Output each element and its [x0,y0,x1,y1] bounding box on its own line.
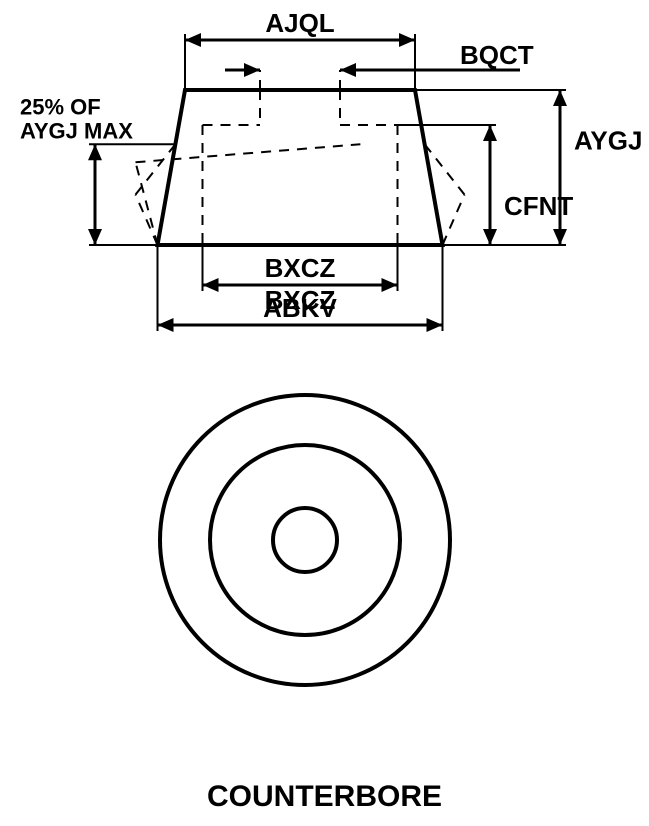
svg-text:AYGJ: AYGJ [574,126,642,156]
svg-text:ABKV: ABKV [263,293,337,323]
technical-diagram: AJQLBQCTAYGJCFNTBXCZABKVBXCZ25% OFAYGJ M… [0,0,649,826]
svg-text:CFNT: CFNT [504,191,573,221]
diagram-title: COUNTERBORE [0,780,649,814]
svg-text:AYGJ MAX: AYGJ MAX [20,118,133,143]
svg-text:BXCZ: BXCZ [265,253,336,283]
svg-text:AJQL: AJQL [265,8,334,38]
svg-text:25% OF: 25% OF [20,94,101,119]
svg-text:BQCT: BQCT [460,40,534,70]
